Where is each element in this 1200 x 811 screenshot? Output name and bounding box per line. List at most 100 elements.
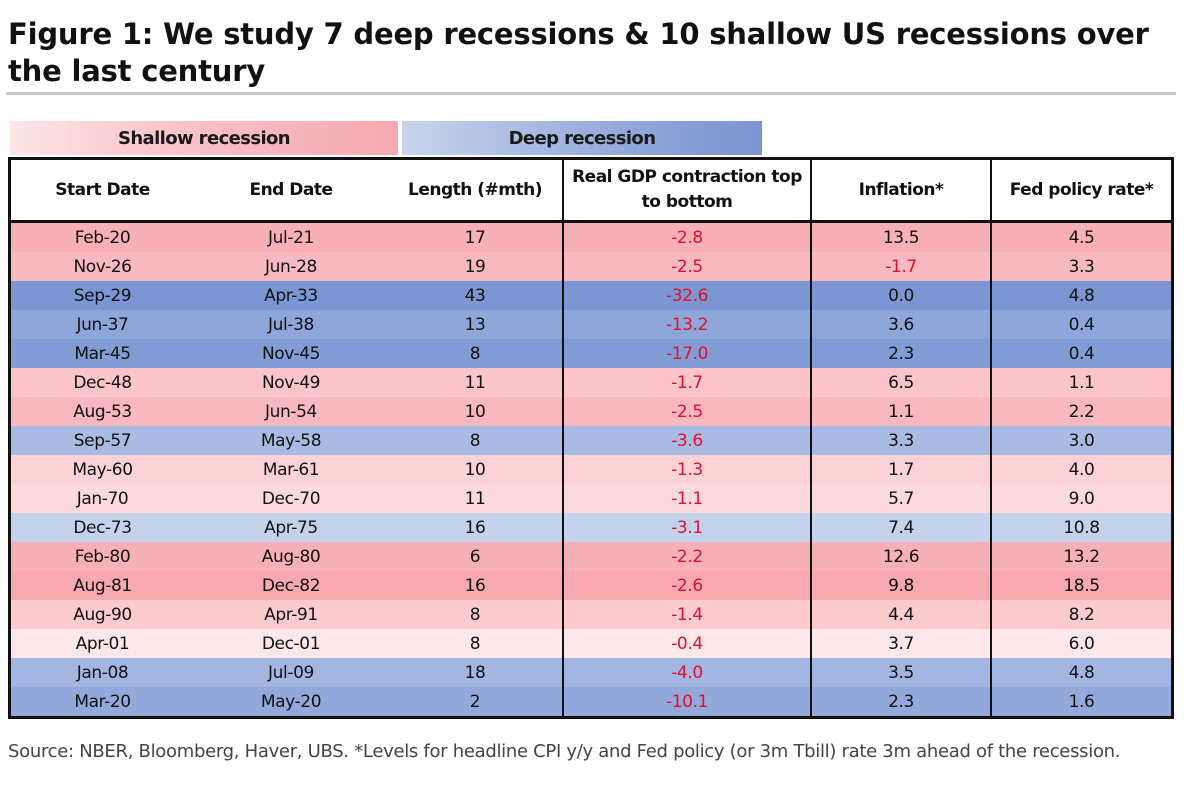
cell-inflation: 2.3 <box>810 339 991 368</box>
cell-gdp-contraction: -2.6 <box>562 571 811 600</box>
legend-shallow-label: Shallow recession <box>117 127 291 149</box>
cell-end-date: Jul-38 <box>268 314 314 335</box>
cell-inflation: 2.3 <box>810 687 991 716</box>
cell-start-date: Mar-45 <box>74 343 131 364</box>
cell-inflation: 4.4 <box>810 600 991 629</box>
cell-inflation: 0.0 <box>810 281 991 310</box>
cell-end-date: May-20 <box>260 691 322 712</box>
cell-gdp-contraction: -3.1 <box>562 513 811 542</box>
legend-shallow-recession: Shallow recession <box>10 121 398 155</box>
cell-fed-policy-rate: 2.2 <box>990 397 1171 426</box>
cell-length: 17 <box>464 227 486 248</box>
cell-start-date: Nov-26 <box>73 256 132 277</box>
cell-fed-policy-rate: 4.8 <box>990 658 1171 687</box>
table-row: Sep-57 May-58 8 -3.6 3.3 3.0 <box>11 426 1171 455</box>
cell-length: 10 <box>464 459 486 480</box>
cell-gdp-contraction: -1.4 <box>562 600 811 629</box>
legend-deep-recession: Deep recession <box>402 121 762 155</box>
cell-gdp-contraction: -4.0 <box>562 658 811 687</box>
cell-end-date: Jul-09 <box>268 662 314 683</box>
cell-inflation: 1.1 <box>810 397 991 426</box>
figure-title: Figure 1: We study 7 deep recessions & 1… <box>8 17 1149 88</box>
cell-length: 8 <box>469 604 481 625</box>
cell-start-date: Feb-80 <box>74 546 131 567</box>
cell-fed-policy-rate: 18.5 <box>990 571 1171 600</box>
header-end-date: End Date <box>194 160 388 223</box>
recession-table: Start Date End Date Length (#mth) Real G… <box>8 157 1174 719</box>
cell-inflation: 3.3 <box>810 426 991 455</box>
cell-start-date: Dec-73 <box>73 517 132 538</box>
cell-inflation: 5.7 <box>810 484 991 513</box>
cell-end-date: Dec-01 <box>261 633 321 654</box>
table-row: Feb-80 Aug-80 6 -2.2 12.6 13.2 <box>11 542 1171 571</box>
cell-inflation: 3.7 <box>810 629 991 658</box>
cell-start-date: May-60 <box>72 459 133 480</box>
cell-start-date: Jan-70 <box>76 488 129 509</box>
table-row: Dec-48 Nov-49 11 -1.7 6.5 1.1 <box>11 368 1171 397</box>
source-note: Source: NBER, Bloomberg, Haver, UBS. *Le… <box>8 741 1121 762</box>
table-row: Nov-26 Jun-28 19 -2.5 -1.7 3.3 <box>11 252 1171 281</box>
cell-end-date: Nov-49 <box>261 372 321 393</box>
cell-gdp-contraction: -1.7 <box>562 368 811 397</box>
cell-start-date: Dec-48 <box>73 372 132 393</box>
cell-gdp-contraction: -13.2 <box>562 310 811 339</box>
table-row: Dec-73 Apr-75 16 -3.1 7.4 10.8 <box>11 513 1171 542</box>
table-row: Mar-20 May-20 2 -10.1 2.3 1.6 <box>11 687 1171 716</box>
cell-fed-policy-rate: 3.3 <box>990 252 1171 281</box>
legend-deep-label: Deep recession <box>508 127 656 149</box>
cell-length: 8 <box>469 343 481 364</box>
cell-gdp-contraction: -2.8 <box>562 221 811 252</box>
cell-gdp-contraction: -1.1 <box>562 484 811 513</box>
cell-end-date: Apr-33 <box>264 285 318 306</box>
cell-gdp-contraction: -2.5 <box>562 397 811 426</box>
cell-fed-policy-rate: 8.2 <box>990 600 1171 629</box>
cell-length: 10 <box>464 401 486 422</box>
cell-length: 43 <box>464 285 486 306</box>
cell-start-date: Sep-29 <box>73 285 132 306</box>
table-row: Jan-08 Jul-09 18 -4.0 3.5 4.8 <box>11 658 1171 687</box>
cell-length: 6 <box>469 546 481 567</box>
cell-end-date: Dec-82 <box>261 575 321 596</box>
table-row: Apr-01 Dec-01 8 -0.4 3.7 6.0 <box>11 629 1171 658</box>
cell-gdp-contraction: -17.0 <box>562 339 811 368</box>
header-length: Length (#mth) <box>388 160 563 223</box>
title-divider <box>6 92 1176 95</box>
cell-start-date: Aug-81 <box>73 575 132 596</box>
cell-gdp-contraction: -32.6 <box>562 281 811 310</box>
cell-fed-policy-rate: 13.2 <box>990 542 1171 571</box>
table-row: Sep-29 Apr-33 43 -32.6 0.0 4.8 <box>11 281 1171 310</box>
cell-length: 16 <box>464 575 486 596</box>
cell-start-date: Jun-37 <box>76 314 129 335</box>
cell-length: 18 <box>464 662 486 683</box>
header-fed-policy-rate: Fed policy rate* <box>990 160 1171 223</box>
cell-fed-policy-rate: 3.0 <box>990 426 1171 455</box>
cell-end-date: Nov-45 <box>261 343 321 364</box>
cell-end-date: May-58 <box>260 430 322 451</box>
cell-length: 13 <box>464 314 486 335</box>
table-row: Mar-45 Nov-45 8 -17.0 2.3 0.4 <box>11 339 1171 368</box>
cell-fed-policy-rate: 6.0 <box>990 629 1171 658</box>
cell-fed-policy-rate: 4.0 <box>990 455 1171 484</box>
cell-length: 2 <box>469 691 481 712</box>
cell-length: 19 <box>464 256 486 277</box>
cell-gdp-contraction: -3.6 <box>562 426 811 455</box>
cell-inflation: 9.8 <box>810 571 991 600</box>
cell-start-date: Feb-20 <box>74 227 131 248</box>
cell-inflation: 3.5 <box>810 658 991 687</box>
cell-start-date: Aug-90 <box>73 604 132 625</box>
cell-inflation: 6.5 <box>810 368 991 397</box>
cell-length: 8 <box>469 430 481 451</box>
cell-start-date: Apr-01 <box>75 633 130 654</box>
cell-end-date: Apr-91 <box>264 604 318 625</box>
cell-gdp-contraction: -10.1 <box>562 687 811 716</box>
cell-fed-policy-rate: 1.6 <box>990 687 1171 716</box>
cell-start-date: Mar-20 <box>74 691 131 712</box>
cell-fed-policy-rate: 9.0 <box>990 484 1171 513</box>
cell-fed-policy-rate: 0.4 <box>990 339 1171 368</box>
cell-fed-policy-rate: 10.8 <box>990 513 1171 542</box>
header-start-date: Start Date <box>11 160 194 223</box>
cell-end-date: Dec-70 <box>261 488 321 509</box>
cell-start-date: Sep-57 <box>73 430 132 451</box>
cell-inflation: -1.7 <box>810 252 991 281</box>
cell-length: 11 <box>464 488 486 509</box>
